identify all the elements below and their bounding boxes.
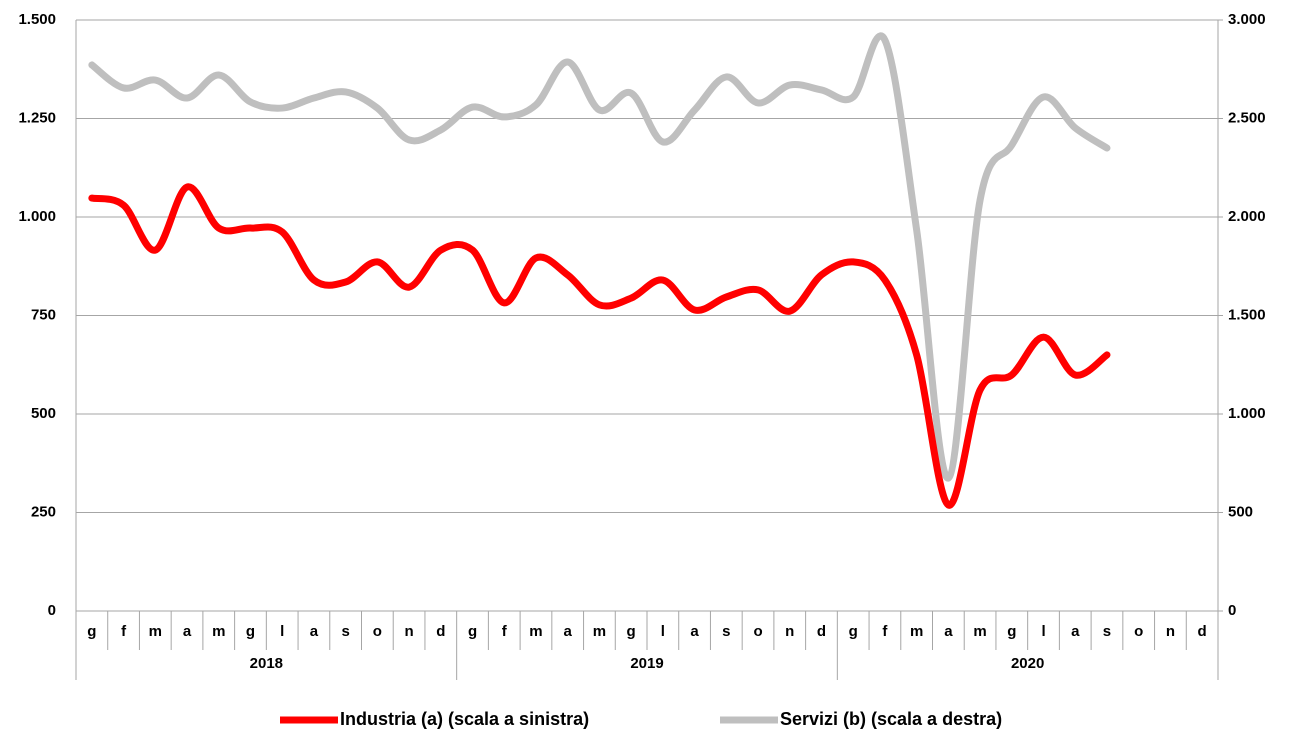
y2ticks-label: 2.500 bbox=[1228, 109, 1266, 126]
y2ticks-label: 0 bbox=[1228, 602, 1236, 619]
series-line bbox=[88, 183, 1111, 509]
y2ticks-label: 1.500 bbox=[1228, 306, 1266, 323]
x-tick-label: f bbox=[882, 623, 888, 640]
yticks-label: 500 bbox=[31, 405, 56, 422]
x-tick-label: o bbox=[1134, 623, 1143, 640]
x-tick-label: g bbox=[246, 623, 255, 640]
x-tick-label: m bbox=[149, 623, 162, 640]
x-tick-label: a bbox=[944, 623, 953, 640]
x-tick-label: g bbox=[627, 623, 636, 640]
x-tick-label: m bbox=[593, 623, 606, 640]
x-tick-label: o bbox=[373, 623, 382, 640]
x-tick-label: l bbox=[280, 623, 284, 640]
x-tick-label: g bbox=[468, 623, 477, 640]
x-tick-label: a bbox=[564, 623, 573, 640]
x-tick-label: g bbox=[1007, 623, 1016, 640]
x-tick-label: f bbox=[502, 623, 508, 640]
year-label: 2020 bbox=[1011, 655, 1044, 672]
x-tick-label: d bbox=[1198, 623, 1207, 640]
y2ticks-label: 500 bbox=[1228, 503, 1253, 520]
x-tick-label: d bbox=[817, 623, 826, 640]
x-tick-label: s bbox=[722, 623, 730, 640]
x-tick-label: s bbox=[341, 623, 349, 640]
x-tick-label: f bbox=[121, 623, 127, 640]
y2ticks-label: 1.000 bbox=[1228, 405, 1266, 422]
yticks-label: 0 bbox=[48, 602, 56, 619]
x-tick-label: d bbox=[436, 623, 445, 640]
year-label: 2018 bbox=[250, 655, 283, 672]
x-tick-label: a bbox=[690, 623, 699, 640]
yticks-label: 750 bbox=[31, 306, 56, 323]
x-tick-label: g bbox=[87, 623, 96, 640]
yticks-label: 1.500 bbox=[18, 11, 56, 28]
x-tick-label: m bbox=[973, 623, 986, 640]
x-tick-label: n bbox=[785, 623, 794, 640]
x-tick-label: a bbox=[1071, 623, 1080, 640]
year-label: 2019 bbox=[630, 655, 663, 672]
series-line bbox=[88, 32, 1111, 482]
x-tick-label: l bbox=[1041, 623, 1045, 640]
y2ticks-label: 3.000 bbox=[1228, 11, 1266, 28]
legend-label: Industria (a) (scala a sinistra) bbox=[340, 709, 589, 729]
x-tick-label: m bbox=[910, 623, 923, 640]
yticks-label: 250 bbox=[31, 503, 56, 520]
x-tick-label: g bbox=[849, 623, 858, 640]
x-tick-label: m bbox=[529, 623, 542, 640]
x-tick-label: n bbox=[404, 623, 413, 640]
yticks-label: 1.250 bbox=[18, 109, 56, 126]
yticks-label: 1.000 bbox=[18, 208, 56, 225]
x-tick-label: s bbox=[1103, 623, 1111, 640]
x-tick-label: l bbox=[661, 623, 665, 640]
x-tick-label: o bbox=[753, 623, 762, 640]
x-tick-label: a bbox=[310, 623, 319, 640]
x-tick-label: m bbox=[212, 623, 225, 640]
legend-label: Servizi (b) (scala a destra) bbox=[780, 709, 1002, 729]
y2ticks-label: 2.000 bbox=[1228, 208, 1266, 225]
x-tick-label: n bbox=[1166, 623, 1175, 640]
x-tick-label: a bbox=[183, 623, 192, 640]
